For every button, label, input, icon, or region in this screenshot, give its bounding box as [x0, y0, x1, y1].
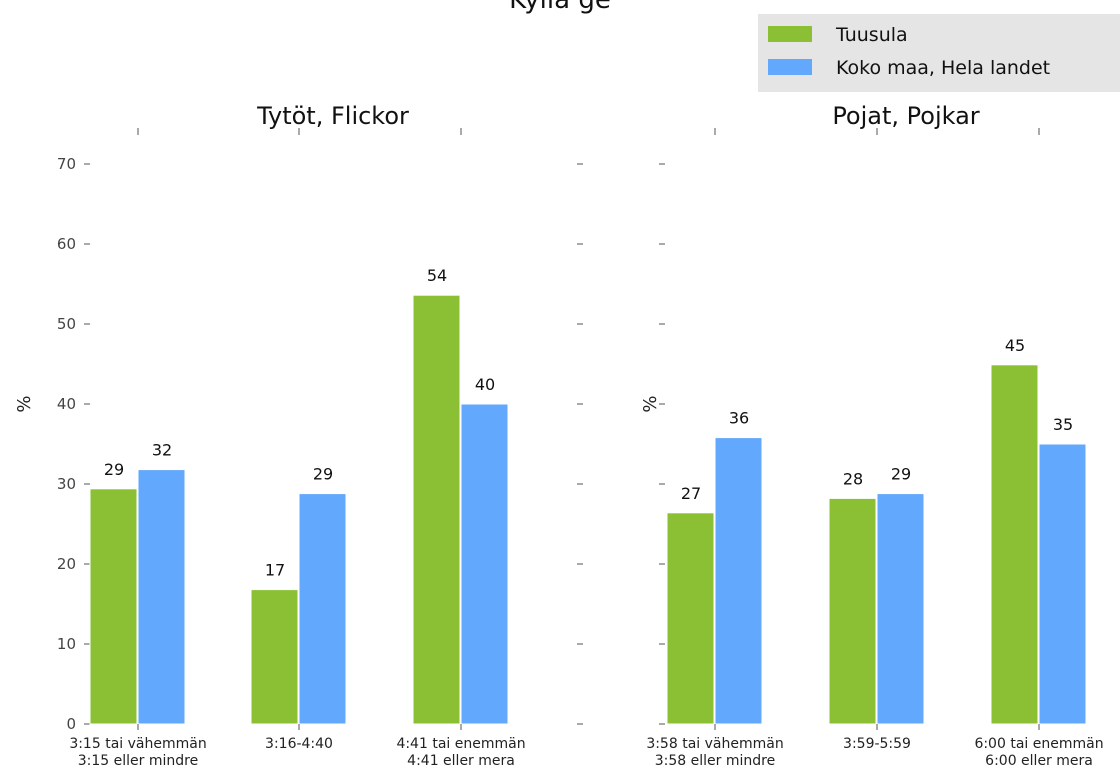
bar-koko-maa	[137, 469, 186, 725]
bar-value-label: 40	[475, 375, 495, 394]
panel-title: Pojat, Pojkar	[832, 102, 979, 130]
y-axis-label: %	[14, 395, 35, 412]
x-category-label: 3:58 eller mindre	[655, 753, 775, 769]
x-category-label: 3:16-4:40	[265, 736, 333, 752]
bar-value-label: 29	[313, 465, 333, 484]
bar-tuusula	[990, 364, 1039, 725]
y-axis-label: %	[640, 395, 661, 412]
x-category-label: 3:15 tai vähemmän	[69, 736, 206, 752]
x-category-label: 4:41 eller mera	[407, 753, 515, 769]
bar-koko-maa	[714, 437, 763, 725]
y-tick-label: 60	[57, 235, 76, 253]
legend-label-koko-maa: Koko maa, Hela landet	[836, 57, 1050, 79]
legend-background	[758, 14, 1120, 92]
y-tick-label: 0	[66, 715, 76, 733]
bar-tuusula	[666, 512, 715, 725]
bar-value-label: 28	[843, 469, 863, 488]
bar-value-label: 17	[265, 561, 285, 580]
x-category-label: 4:41 tai enemmän	[396, 736, 525, 752]
bar-koko-maa	[876, 493, 925, 725]
panel-girls: Tytöt, Flickor 0 10 20 30 40 50 60 70% 29 17 54 32 29…	[14, 102, 526, 769]
x-category-label: 3:58 tai vähemmän	[646, 736, 783, 752]
panel-boys: Pojat, Pojkar% 27 28 45 36 29 35 3:58 tai vähem…	[577, 102, 1104, 769]
y-tick-label: 50	[57, 315, 76, 333]
bar-tuusula	[828, 497, 877, 725]
legend: Tuusula Koko maa, Hela landet	[758, 14, 1120, 92]
x-category-label: 3:15 eller mindre	[78, 753, 198, 769]
x-category-label: 6:00 eller mera	[985, 753, 1093, 769]
bar-value-label: 45	[1005, 336, 1025, 355]
bar-value-label: 36	[729, 409, 749, 428]
bar-tuusula	[412, 294, 461, 725]
legend-label-tuusula: Tuusula	[835, 24, 908, 46]
y-tick-label: 30	[57, 475, 76, 493]
x-category-label: 6:00 tai enemmän	[974, 736, 1103, 752]
bar-koko-maa	[1038, 443, 1087, 725]
legend-swatch-koko-maa	[768, 59, 812, 75]
y-tick-label: 20	[57, 555, 76, 573]
bar-value-label: 29	[891, 465, 911, 484]
bar-value-label: 29	[104, 460, 124, 479]
bar-tuusula	[250, 589, 299, 725]
bar-value-label: 35	[1053, 415, 1073, 434]
chart-title-fragment: Kyllä ge	[509, 0, 611, 15]
chart-panels: Tytöt, Flickor 0 10 20 30 40 50 60 70% 29 17 54 32 29…	[14, 102, 1104, 769]
y-tick-label: 40	[57, 395, 76, 413]
y-tick-label: 70	[57, 155, 76, 173]
bar-tuusula	[89, 488, 138, 725]
bar-value-label: 54	[427, 266, 447, 285]
x-category-label: 3:59-5:59	[843, 736, 911, 752]
y-tick-label: 10	[57, 635, 76, 653]
panel-title: Tytöt, Flickor	[256, 102, 409, 130]
bar-koko-maa	[298, 493, 347, 725]
bar-value-label: 32	[152, 441, 172, 460]
legend-swatch-tuusula	[768, 26, 812, 42]
bar-value-label: 27	[681, 484, 701, 503]
bar-koko-maa	[460, 403, 509, 725]
